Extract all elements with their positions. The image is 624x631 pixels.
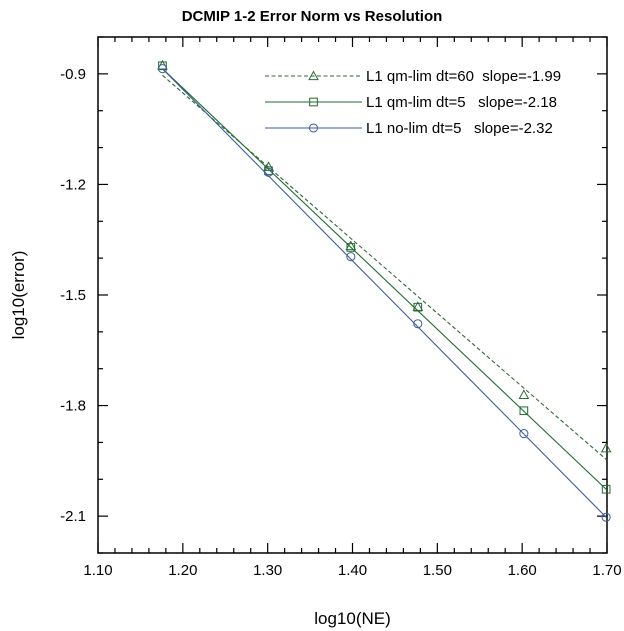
x-tick-label: 1.50	[423, 562, 452, 579]
y-tick-label: -1.8	[60, 398, 86, 415]
x-tick-label: 1.30	[253, 562, 282, 579]
y-tick-label: -1.2	[60, 176, 86, 193]
plot-border	[97, 36, 608, 554]
data-point	[346, 243, 356, 252]
chart-title: DCMIP 1-2 Error Norm vs Resolution	[182, 8, 443, 25]
y-tick-label: -0.9	[60, 66, 86, 83]
data-point	[601, 484, 611, 494]
data-point	[413, 302, 423, 312]
x-tick-label: 1.60	[508, 562, 537, 579]
legend-marker	[309, 97, 318, 107]
x-tick-label: 1.20	[168, 562, 197, 579]
x-tick-label: 1.70	[592, 562, 621, 579]
data-point	[413, 319, 423, 329]
data-point	[158, 61, 167, 71]
series-layer	[157, 59, 612, 522]
legend-item: L1 qm-lim dt=5 slope=-2.18	[265, 94, 557, 111]
x-axis-label: log10(NE)	[314, 609, 391, 628]
data-point	[601, 512, 611, 522]
data-point	[263, 167, 274, 177]
x-tick-label: 1.40	[338, 562, 367, 579]
data-point	[518, 389, 530, 399]
series-2	[158, 61, 611, 494]
data-point	[345, 240, 357, 251]
y-axis-label: log10(error)	[9, 251, 28, 340]
tick-labels: 1.10 1.20 1.30 1.40 1.50 1.60 1.70 -0.9 -1.2 -1.5…	[60, 66, 621, 579]
data-point	[600, 442, 612, 453]
y-tick-label: -1.5	[60, 287, 86, 304]
y-tick-label: -2.1	[60, 508, 86, 525]
x-tick-label: 1.10	[83, 562, 112, 579]
legend: L1 qm-lim dt=60 slope=-1.99 L1 qm-lim dt=…	[265, 68, 561, 137]
legend-label: L1 qm-lim dt=60 slope=-1.99	[366, 68, 561, 85]
legend-marker	[308, 70, 319, 81]
data-point	[263, 161, 274, 171]
series-fit-line	[162, 68, 607, 518]
legend-label: L1 qm-lim dt=5 slope=-2.18	[366, 94, 557, 111]
legend-item: L1 no-lim dt=5 slope=-2.32	[265, 120, 553, 137]
data-point	[519, 429, 529, 439]
data-point	[519, 406, 529, 416]
series-fit-line	[162, 68, 607, 490]
series-3	[157, 64, 611, 522]
data-point	[157, 64, 168, 74]
data-point	[346, 252, 356, 262]
legend-label: L1 no-lim dt=5 slope=-2.32	[366, 120, 553, 137]
legend-marker	[308, 123, 319, 133]
legend-item: L1 qm-lim dt=60 slope=-1.99	[265, 68, 561, 85]
axis-ticks	[97, 36, 608, 554]
plot-frame	[97, 36, 608, 554]
